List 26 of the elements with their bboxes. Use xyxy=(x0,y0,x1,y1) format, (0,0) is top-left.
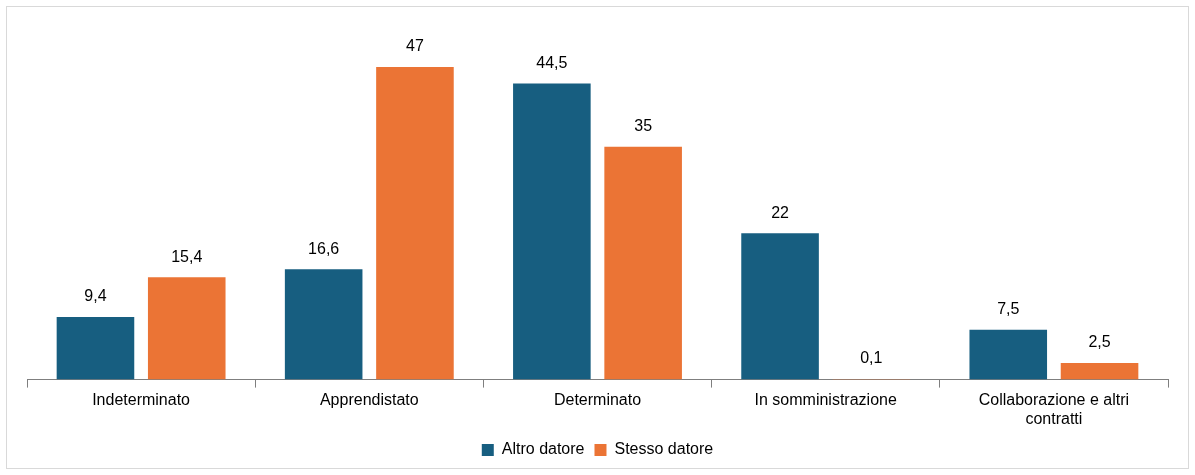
data-label: 7,5 xyxy=(997,300,1020,318)
data-label: 22 xyxy=(771,203,790,221)
legend-label: Stesso datore xyxy=(614,440,714,458)
bar xyxy=(147,277,226,380)
data-label: 15,4 xyxy=(171,247,203,265)
bar xyxy=(376,66,454,380)
data-label: 0,1 xyxy=(860,349,883,367)
data-label: 2,5 xyxy=(1088,333,1111,351)
bar xyxy=(969,329,1048,380)
bar xyxy=(513,83,591,380)
bar xyxy=(284,269,363,380)
x-tick-label: In somministrazione xyxy=(754,390,897,408)
data-label: 47 xyxy=(406,37,424,55)
x-tick-label: Determinato xyxy=(553,390,642,408)
x-tick-label: Indeterminato xyxy=(92,390,191,408)
data-label: 9,4 xyxy=(84,287,107,305)
bar xyxy=(56,317,135,380)
data-label: 16,6 xyxy=(308,239,340,257)
data-label: 35 xyxy=(634,117,653,135)
bar xyxy=(741,233,819,380)
legend-label: Altro datore xyxy=(501,440,585,458)
bar xyxy=(1060,362,1139,380)
data-label: 44,5 xyxy=(536,53,568,71)
x-tick-label: Apprendistato xyxy=(319,390,419,408)
bar xyxy=(604,146,682,380)
x-tick-label: Collaborazione e altri contratti xyxy=(978,390,1130,427)
